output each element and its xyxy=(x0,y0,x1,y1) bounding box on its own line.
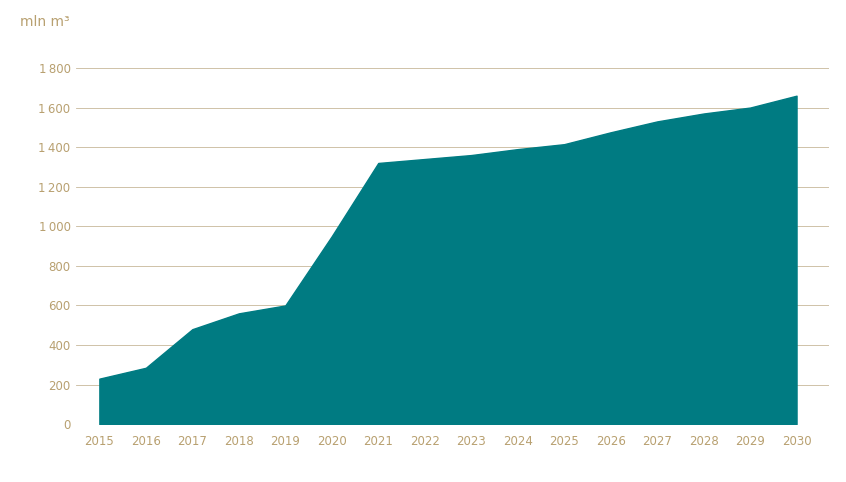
Text: mln m³: mln m³ xyxy=(19,15,69,29)
